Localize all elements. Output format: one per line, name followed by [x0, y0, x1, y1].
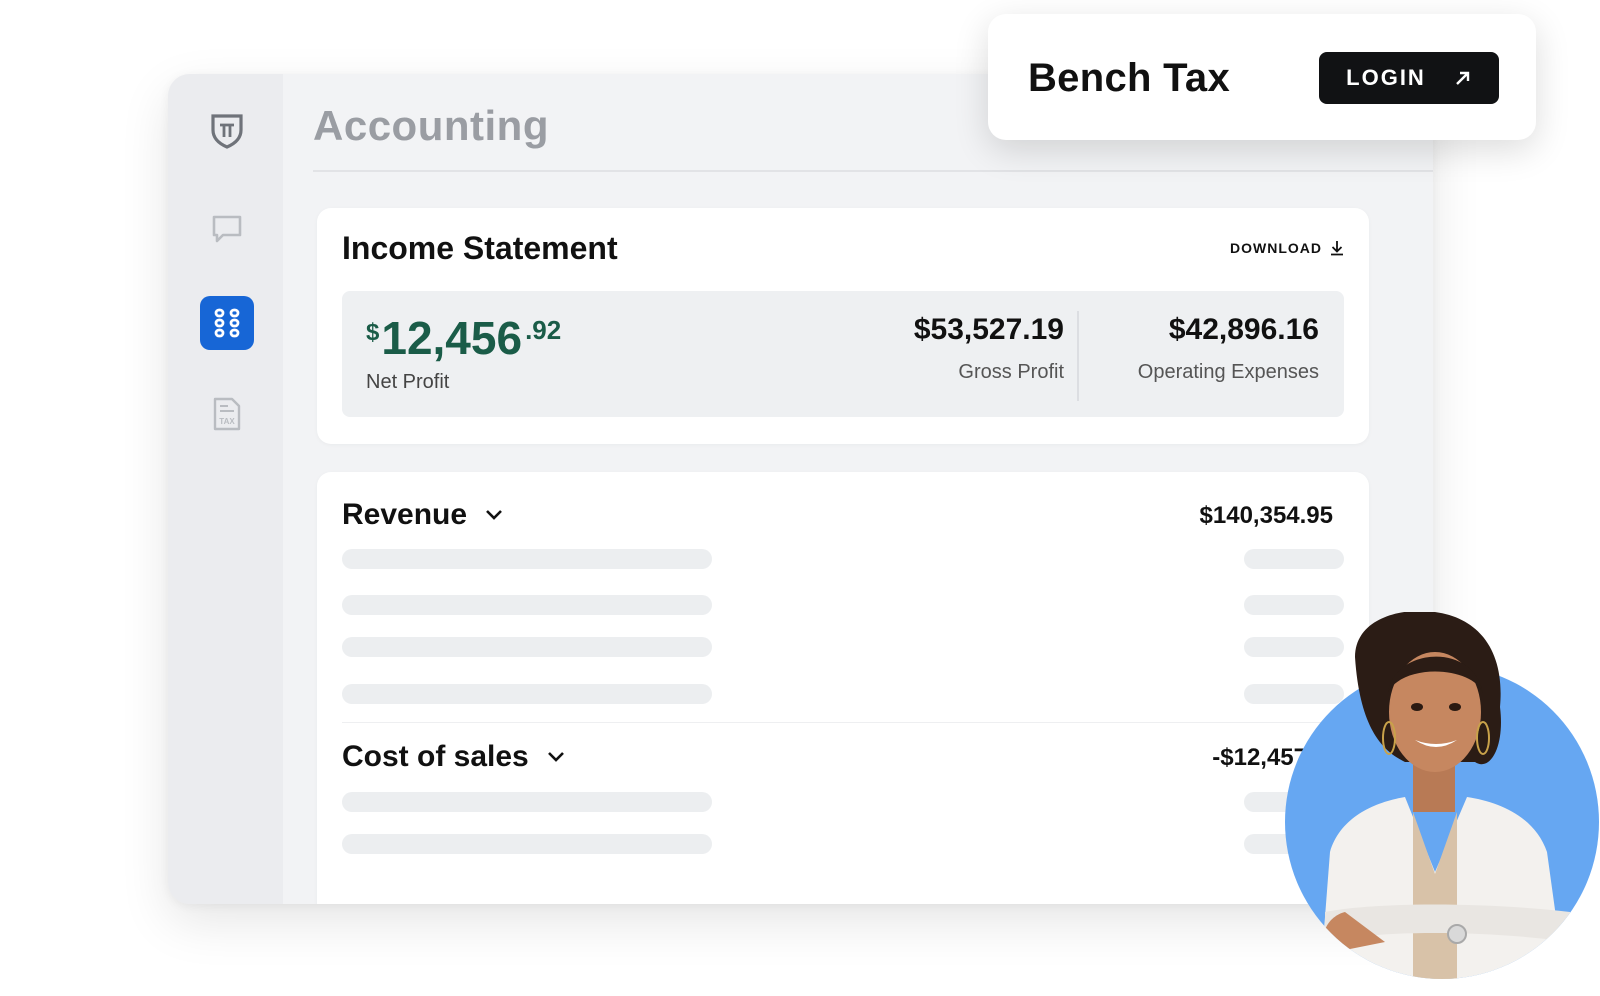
stat-divider — [1077, 311, 1079, 401]
gross-profit-label: Gross Profit — [958, 361, 1064, 383]
tax-document-icon[interactable]: TAX — [200, 387, 254, 441]
accounting-icon[interactable] — [200, 296, 254, 350]
operating-expenses-label: Operating Expenses — [1137, 361, 1319, 383]
cost-of-sales-title: Cost of sales — [342, 740, 529, 773]
revenue-row-value-placeholder — [1244, 595, 1344, 615]
cost-of-sales-amount: -$12,457 — [1212, 744, 1307, 771]
arrow-up-right-icon — [1455, 71, 1470, 85]
download-button[interactable]: DOWNLOAD — [1230, 240, 1344, 256]
chat-icon[interactable] — [200, 202, 254, 256]
revenue-row-value-placeholder — [1244, 549, 1344, 569]
download-label: DOWNLOAD — [1230, 240, 1322, 256]
tax-icon-text: TAX — [219, 417, 235, 426]
breakdown-card: Revenue $140,354.95 Cost of sales -$12,4… — [317, 472, 1369, 904]
net-profit: $ 12,456 .92 Net Profit — [366, 311, 561, 394]
chevron-down-icon — [547, 752, 564, 762]
login-label: LOGIN — [1346, 65, 1426, 90]
brand-name: Bench Tax — [1028, 56, 1231, 100]
revenue-row-label-placeholder — [342, 684, 712, 704]
revenue-row-label-placeholder — [342, 637, 712, 657]
net-profit-currency: $ — [366, 319, 380, 346]
net-profit-value: 12,456 — [381, 312, 523, 364]
operating-expenses: $42,896.16 Operating Expenses — [1138, 313, 1319, 384]
revenue-row-value-placeholder — [1244, 637, 1344, 657]
income-summary-panel: $ 12,456 .92 Net Profit $53,527.19 Gross… — [342, 291, 1344, 417]
page-title: Accounting — [313, 102, 549, 149]
cost-row-label-placeholder — [342, 834, 712, 854]
revenue-amount: $140,354.95 — [1199, 502, 1333, 529]
net-profit-label: Net Profit — [366, 371, 450, 393]
revenue-row-value-placeholder — [1244, 684, 1344, 704]
chevron-down-icon — [486, 510, 502, 520]
app-window: TAX Accounting Income Statement DOWNLOAD… — [168, 74, 1433, 904]
section-divider — [342, 722, 1344, 723]
income-statement-title: Income Statement — [342, 230, 618, 266]
cost-of-sales-toggle[interactable]: Cost of sales — [342, 740, 565, 774]
revenue-title: Revenue — [342, 498, 468, 531]
login-button[interactable]: LOGIN — [1319, 52, 1499, 104]
net-profit-cents: .92 — [525, 315, 562, 345]
revenue-row-label-placeholder — [342, 549, 712, 569]
revenue-row-label-placeholder — [342, 595, 712, 615]
revenue-toggle[interactable]: Revenue — [342, 498, 503, 532]
cost-row-label-placeholder — [342, 792, 712, 812]
net-profit-amount: $ 12,456 .92 — [366, 311, 561, 361]
accountant-avatar — [1285, 612, 1599, 979]
operating-expenses-value: $42,896.16 — [1168, 313, 1319, 346]
income-statement-card: Income Statement DOWNLOAD $ 12,456 .92 N… — [317, 208, 1369, 444]
download-icon — [1331, 241, 1343, 256]
bench-tax-login-card: Bench Tax LOGIN — [988, 14, 1536, 140]
title-divider — [313, 170, 1433, 172]
sidebar: TAX — [168, 74, 283, 904]
gross-profit-value: $53,527.19 — [913, 313, 1064, 346]
shield-logo-icon[interactable] — [200, 104, 254, 158]
gross-profit: $53,527.19 Gross Profit — [914, 313, 1064, 384]
